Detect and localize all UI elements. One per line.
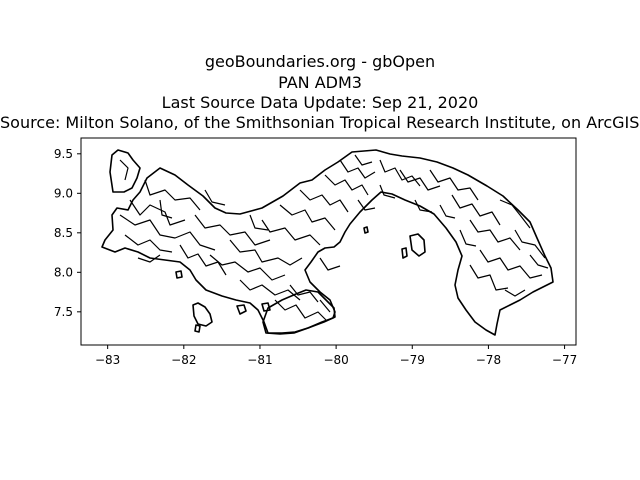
x-tick-label: −78 bbox=[476, 353, 501, 367]
small-island-2 bbox=[261, 302, 271, 312]
y-tick-label: 9.0 bbox=[54, 186, 73, 200]
x-tick-label: −82 bbox=[171, 353, 196, 367]
x-tick-label: −83 bbox=[95, 353, 120, 367]
azuero-outline bbox=[262, 289, 336, 335]
coiba-island bbox=[192, 302, 213, 327]
plot-frame bbox=[80, 137, 577, 346]
small-island-3 bbox=[175, 270, 183, 279]
bocas-peninsula-outline bbox=[109, 149, 141, 193]
map-title-line-3: Last Source Data Update: Sep 21, 2020 bbox=[161, 94, 479, 112]
x-tick-label: −79 bbox=[400, 353, 425, 367]
x-tick-label: −77 bbox=[552, 353, 577, 367]
small-island-5 bbox=[363, 226, 369, 234]
small-island-1 bbox=[236, 304, 247, 315]
panama-mainland-outline bbox=[101, 149, 554, 336]
adm3-internal-boundaries bbox=[119, 154, 549, 321]
map-title-line-4: Source: Milton Solano, of the Smithsonia… bbox=[0, 114, 640, 132]
y-tick-label: 7.5 bbox=[54, 305, 73, 319]
pearl-islands-1 bbox=[409, 233, 426, 257]
y-tick-label: 8.5 bbox=[54, 226, 73, 240]
x-tick-label: −81 bbox=[247, 353, 272, 367]
small-island-4 bbox=[194, 324, 201, 333]
map-title-line-2: PAN ADM3 bbox=[278, 74, 362, 92]
x-tick-label: −80 bbox=[323, 353, 348, 367]
panama-map bbox=[101, 149, 554, 336]
map-title-line-1: geoBoundaries.org - gbOpen bbox=[204, 53, 436, 71]
y-axis: 7.5 8.0 8.5 9.0 9.5 bbox=[54, 147, 81, 319]
pearl-islands-2 bbox=[401, 247, 408, 259]
y-tick-label: 9.5 bbox=[54, 147, 73, 161]
x-axis: −83 −82 −81 −80 −79 −78 −77 bbox=[95, 345, 577, 367]
y-tick-label: 8.0 bbox=[54, 265, 73, 279]
